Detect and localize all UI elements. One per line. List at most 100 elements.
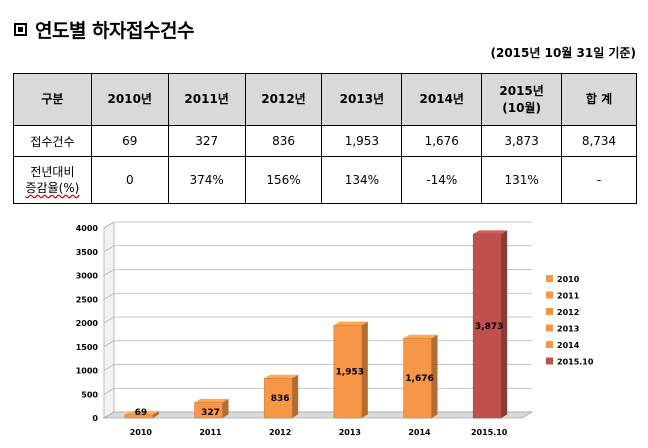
gridline: [103, 364, 532, 371]
bar-side: [222, 398, 229, 418]
bar-side: [361, 321, 368, 418]
y-tick-label: 4000: [76, 224, 99, 233]
data-label: 327: [201, 408, 220, 418]
header-category: 구분: [13, 73, 92, 126]
gridline: [103, 269, 532, 276]
square-bullet-icon: [14, 23, 27, 36]
cell-received-total: 8,734: [561, 125, 637, 157]
bar-2010: 69: [124, 408, 159, 419]
header-2014: 2014년: [401, 73, 483, 126]
row-label-change-rate: 전년대비 증감율(%): [13, 156, 92, 204]
header-2015: 2015년 (10월): [481, 73, 563, 126]
bar-2013: 1,953: [333, 321, 368, 419]
stats-table: 구분 2010년 2011년 2012년 2013년 2014년 2015년 (…: [13, 73, 637, 204]
header-total: 합 계: [561, 73, 637, 126]
gridline: [103, 245, 532, 253]
cell-change-total: -: [561, 156, 637, 204]
legend-label: 2014: [557, 341, 580, 350]
y-tick-label: 3000: [76, 272, 99, 281]
bar-top: [403, 334, 438, 339]
row-label-change-line2: 증감율(%): [25, 181, 80, 195]
row-label-received: 접수건수: [13, 125, 92, 157]
cell-change-2013: 134%: [321, 156, 403, 204]
bar-front: [194, 402, 223, 419]
cell-change-2010: 0: [90, 156, 169, 204]
table-row: 전년대비 증감율(%) 0 374% 156% 134% -14% 131% -: [13, 156, 637, 204]
data-label: 69: [135, 408, 148, 418]
bar-front: [124, 414, 154, 419]
row-label-change-line1: 전년대비: [30, 164, 75, 179]
gridline: [103, 340, 532, 348]
y-tick-label: 500: [81, 390, 98, 399]
legend-swatch: [546, 275, 553, 282]
data-label: 1,676: [405, 374, 433, 384]
y-tick-label: 1000: [76, 367, 99, 376]
legend-label: 2011: [557, 292, 580, 301]
legend-swatch: [546, 357, 553, 365]
chart-legend: 2010 2011 2012 2013 2014 2015.10: [546, 275, 594, 367]
y-tick-label: 3500: [76, 248, 99, 257]
bar-front: [333, 324, 363, 419]
data-label: 836: [271, 394, 290, 404]
bar-front: [263, 378, 293, 419]
bar-side: [152, 411, 159, 418]
chart-floor-plane: [102, 411, 534, 419]
legend-label: 2010: [557, 275, 580, 284]
legend-label: 2012: [557, 308, 579, 317]
reference-date: (2015년 10월 31일 기준): [490, 46, 637, 60]
header-2011: 2011년: [167, 73, 246, 126]
cell-received-2010: 69: [90, 125, 169, 157]
cell-received-2012: 836: [244, 125, 323, 157]
bar-2012: 836: [263, 374, 299, 419]
x-tick-label: 2015.10: [471, 428, 508, 437]
y-tick-label: 0: [92, 414, 98, 423]
header-2013: 2013년: [321, 73, 403, 126]
cell-received-2015: 3,873: [481, 125, 563, 157]
gridline: [103, 316, 532, 324]
table-header-row: 구분 2010년 2011년 2012년 2013년 2014년 2015년 (…: [13, 73, 637, 126]
data-label: 1,953: [336, 368, 364, 378]
bar-side: [431, 334, 438, 418]
cell-change-2014: -14%: [401, 156, 483, 204]
legend-swatch: [546, 341, 553, 348]
gridline: [103, 292, 532, 300]
cell-received-2013: 1,953: [321, 125, 403, 157]
bar-top: [333, 321, 368, 326]
x-tick-label: 2010: [130, 428, 153, 437]
header-2015-year: 2015년: [499, 84, 544, 99]
cell-received-2011: 327: [167, 125, 246, 157]
bar-top: [473, 230, 508, 235]
y-axis-ticks: 0 500 1000 1500 2000 2500 3000 3500 4000: [76, 224, 99, 423]
x-tick-label: 2011: [199, 428, 222, 437]
header-2010: 2010년: [90, 73, 169, 126]
y-tick-label: 2000: [76, 319, 99, 328]
bar-2015.10: 3,873: [472, 230, 508, 419]
x-axis-ticks: 2010 2011 2012 2013 2014 2015.10: [130, 428, 508, 437]
bar-side: [501, 230, 508, 418]
x-tick-label: 2012: [269, 428, 291, 437]
page-title-text: 연도별 하자접수건수: [35, 20, 194, 42]
table-row: 접수건수 69 327 836 1,953 1,676 3,873 8,734: [13, 125, 637, 157]
header-2012: 2012년: [244, 73, 323, 126]
cell-change-2011: 374%: [167, 156, 246, 204]
bar-chart: 69 327 836 1,953 1,676 3,873 0 500 1000 1500 2000…: [76, 221, 594, 437]
data-label: 3,873: [475, 322, 503, 332]
bar-2014: 1,676: [403, 334, 438, 419]
cell-received-2014: 1,676: [401, 125, 483, 157]
legend-label: 2013: [557, 325, 579, 334]
gridline: [103, 387, 532, 395]
header-2015-month: (10월): [502, 100, 541, 115]
legend-label: 2015.10: [557, 358, 594, 367]
bar-2011: 327: [194, 398, 229, 419]
chart-bars: 69 327 836 1,953 1,676 3,873: [124, 230, 508, 419]
legend-swatch: [546, 308, 553, 315]
bar-top: [124, 411, 159, 415]
cell-change-2012: 156%: [244, 156, 323, 204]
chart-grid: [103, 221, 532, 419]
bar-side: [292, 374, 299, 418]
legend-swatch: [546, 324, 553, 332]
gridline: [103, 221, 532, 229]
y-tick-label: 1500: [76, 343, 99, 352]
bar-top: [264, 374, 299, 379]
cell-change-2015: 131%: [481, 156, 563, 204]
